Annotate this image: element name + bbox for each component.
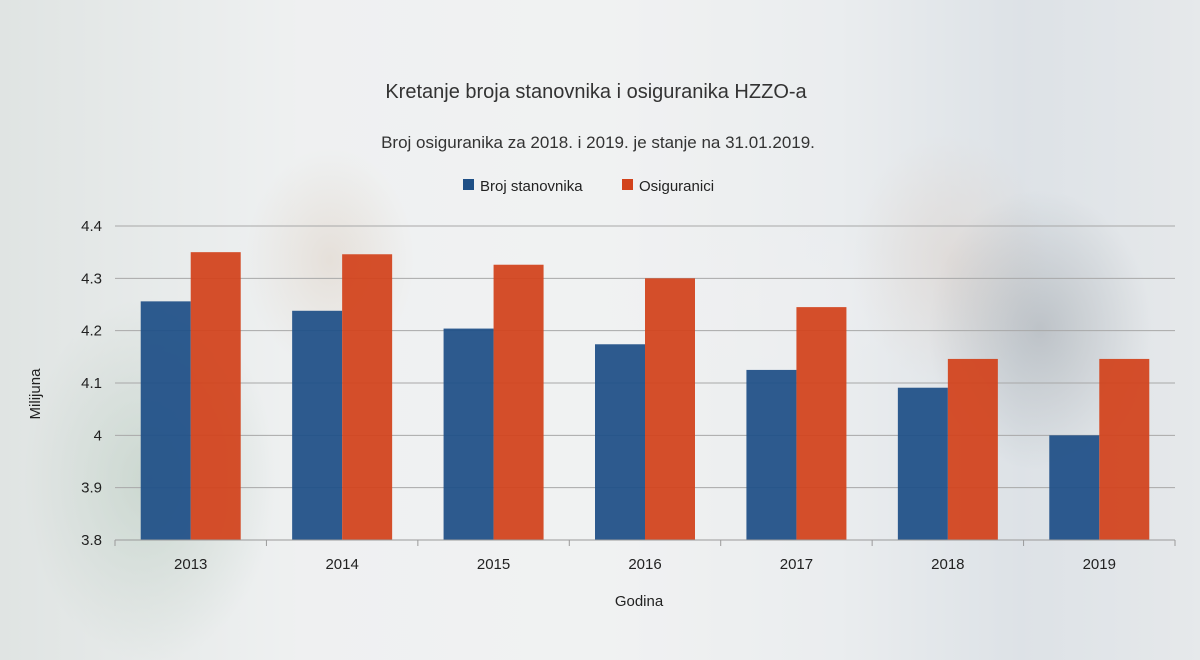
y-axis-label: Milijuna [27,368,44,420]
x-tick-label: 2017 [780,556,813,573]
x-tick-label: 2014 [325,556,358,573]
y-tick-label: 4.3 [81,270,102,287]
bar-osiguranici-2016 [645,278,695,540]
bar-broj-stanovnika-2014 [292,310,343,540]
legend-label-osiguranici: Osiguranici [639,178,714,195]
bar-osiguranici-2019 [1099,358,1150,540]
legend: Broj stanovnika Osiguranici [463,178,714,195]
bar-broj-stanovnika-2017 [746,369,797,540]
y-tick-label: 4 [94,427,102,444]
bar-broj-stanovnika-2019 [1049,435,1100,540]
y-tick-label: 3.8 [81,532,102,549]
bar-osiguranici-2015 [493,264,544,540]
x-tick-label: 2013 [174,556,207,573]
y-tick-label: 4.4 [81,218,102,235]
bar-broj-stanovnika-2018 [897,387,948,540]
bar-osiguranici-2013 [190,252,241,540]
chart-subtitle: Broj osiguranika za 2018. i 2019. je sta… [381,133,815,152]
bar-broj-stanovnika-2015 [443,328,494,540]
bar-osiguranici-2018 [947,358,998,540]
x-tick-label: 2018 [931,556,964,573]
bar-osiguranici-2014 [342,254,393,540]
legend-swatch-osiguranici [622,179,633,190]
bar-broj-stanovnika-2013 [140,301,191,540]
legend-label-broj-stanovnika: Broj stanovnika [480,178,583,195]
x-axis-label: Godina [615,593,664,610]
bar-broj-stanovnika-2016 [595,344,645,540]
y-tick-label: 4.2 [81,323,102,340]
x-tick-label: 2019 [1083,556,1116,573]
x-tick-label: 2016 [628,556,661,573]
y-tick-label: 3.9 [81,480,102,497]
x-axis-ticks: 2013 2014 2015 2016 2017 2018 2019 [114,540,1176,573]
bars [140,252,1150,540]
y-tick-label: 4.1 [81,375,102,392]
x-tick-label: 2015 [477,556,510,573]
legend-swatch-broj-stanovnika [463,179,474,190]
y-axis-ticks: 3.8 3.9 4 4.1 4.2 4.3 4.4 [81,218,102,549]
chart-title: Kretanje broja stanovnika i osiguranika … [385,81,807,103]
bar-osiguranici-2017 [796,307,847,540]
